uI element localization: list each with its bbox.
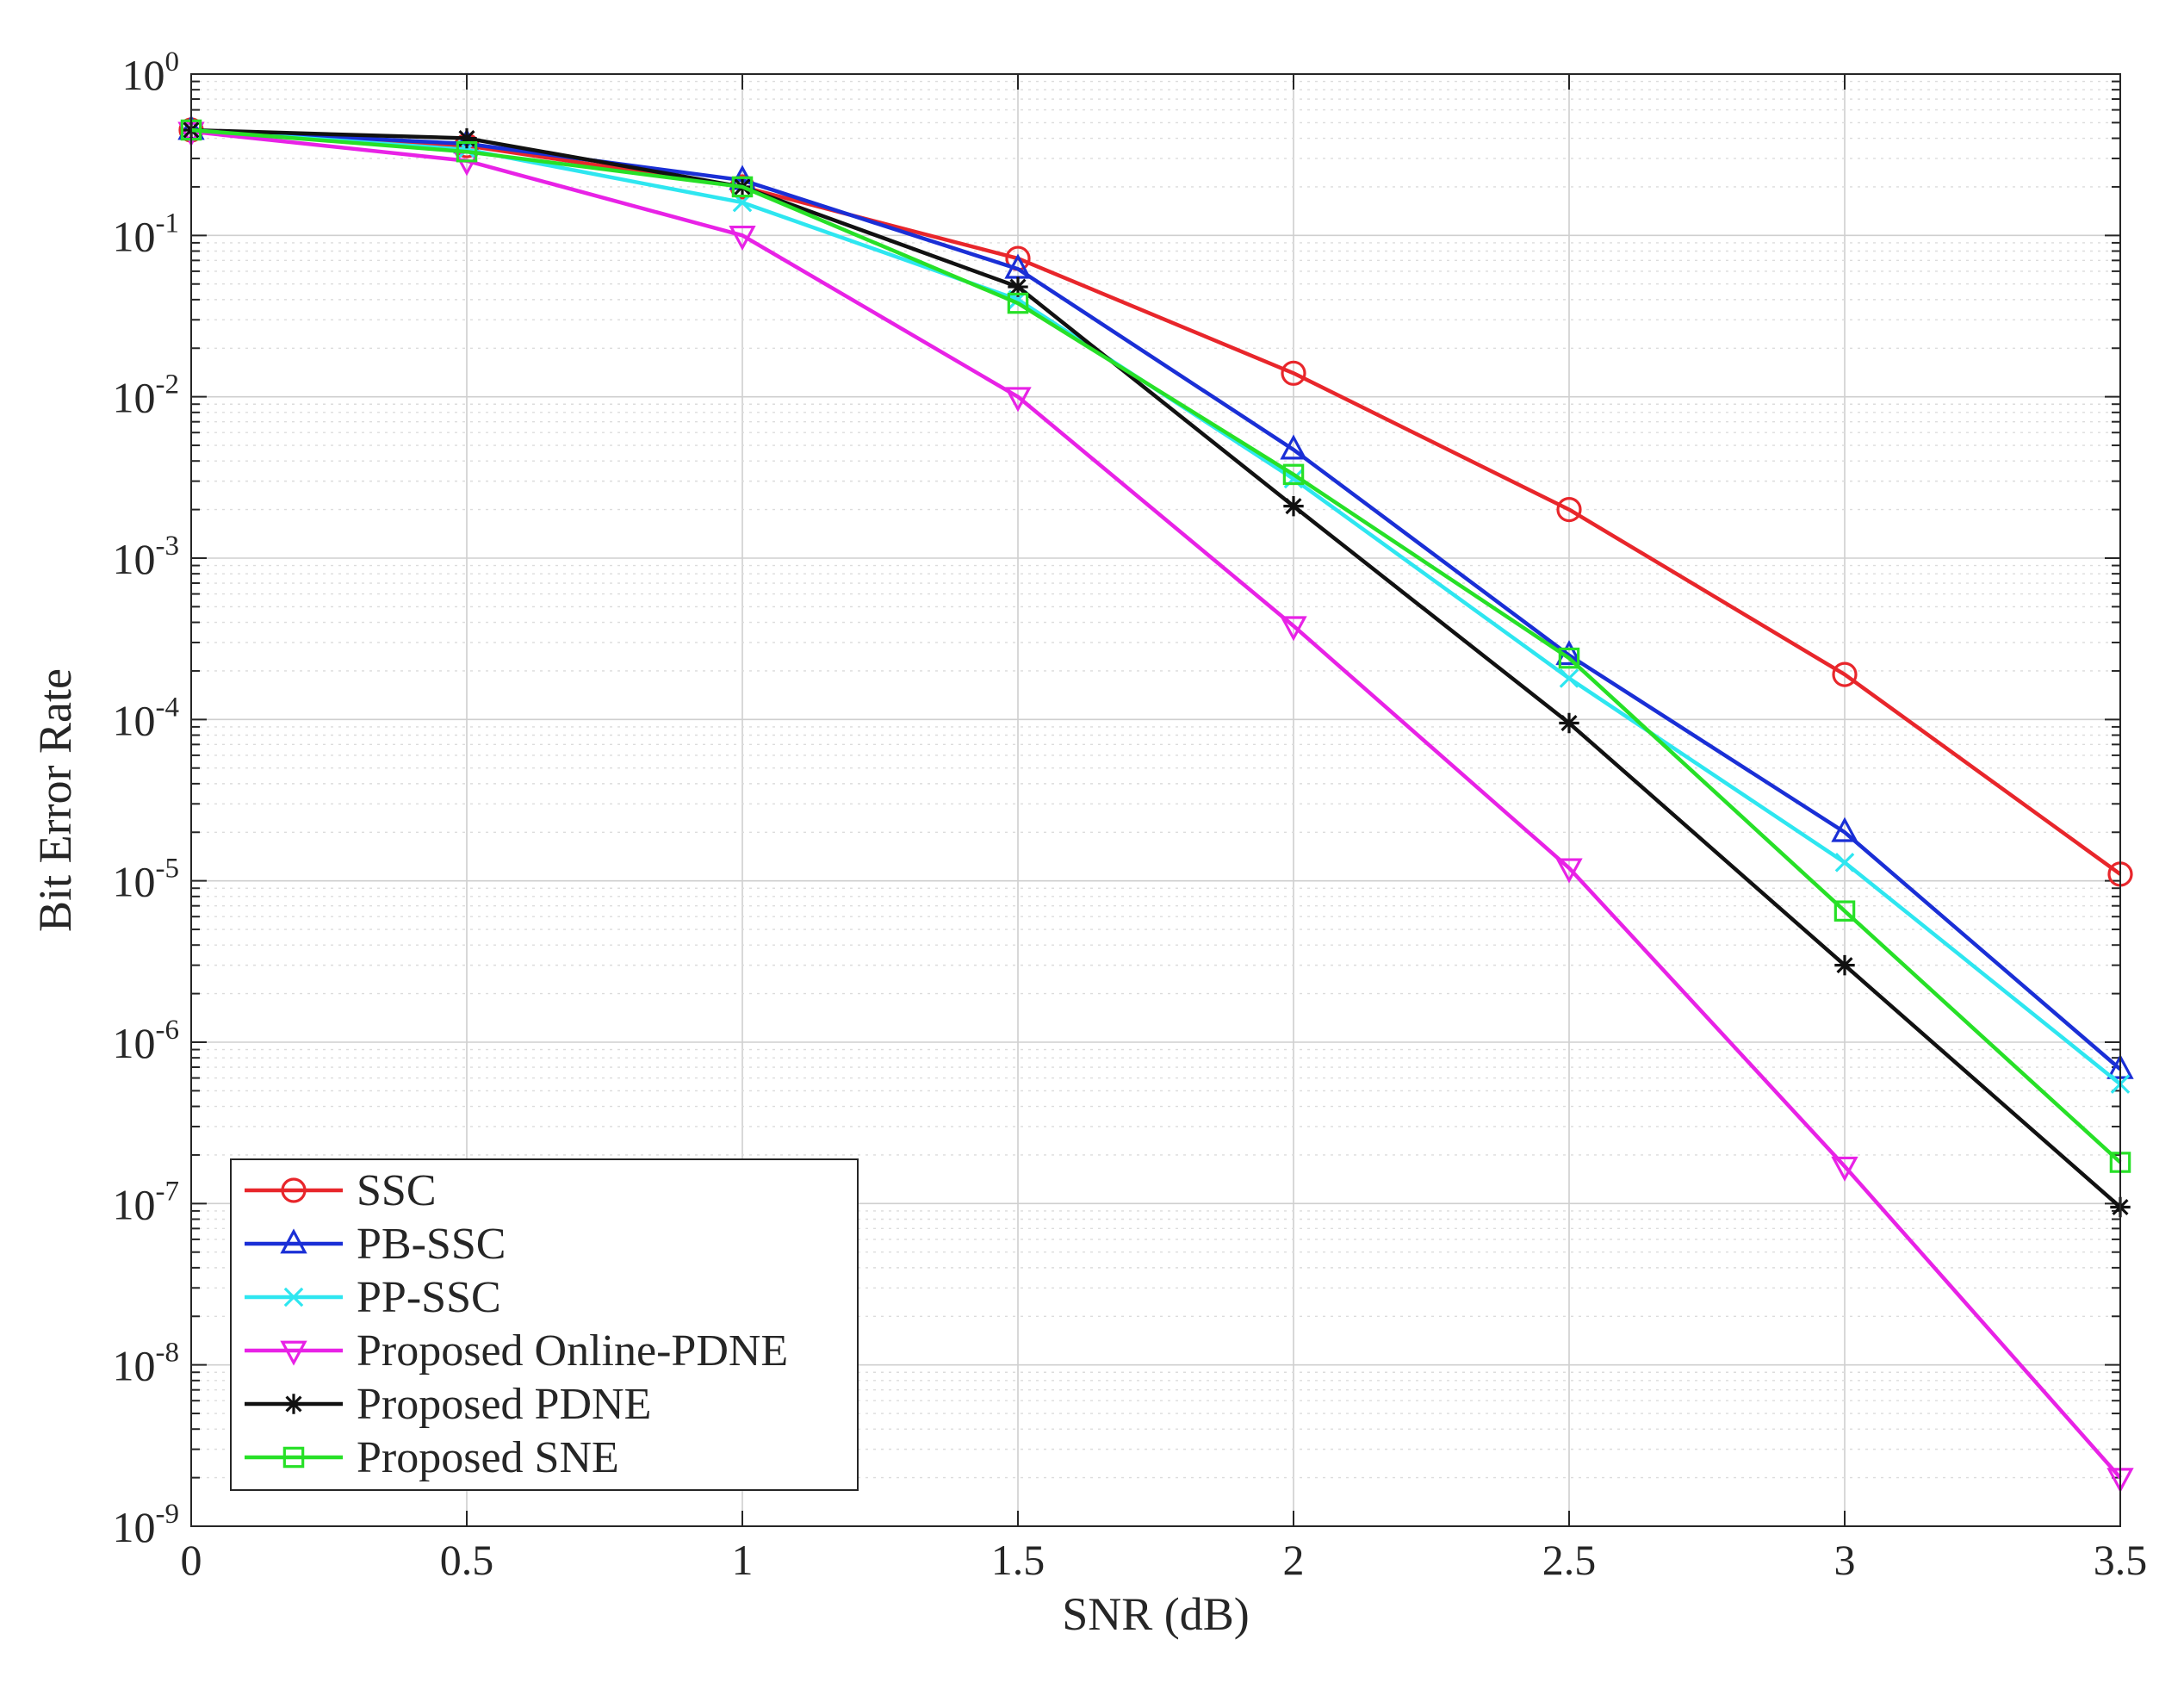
legend-label: PB-SSC bbox=[357, 1220, 506, 1269]
marker-square bbox=[1282, 463, 1305, 486]
marker-square bbox=[1007, 292, 1029, 314]
x-tick-label: 2 bbox=[1283, 1536, 1305, 1584]
marker-circle bbox=[1556, 497, 1582, 523]
legend-item: SSC bbox=[245, 1166, 437, 1215]
series-line bbox=[190, 127, 2122, 1164]
y-tick-label: 10-8 bbox=[113, 1338, 180, 1390]
marker-asterisk bbox=[1008, 276, 1028, 297]
marker-triangle-up bbox=[1831, 817, 1858, 842]
legend-box bbox=[230, 1158, 859, 1491]
marker-square bbox=[456, 140, 478, 163]
y-tick-label: 10-6 bbox=[113, 1015, 180, 1067]
legend-item: PP-SSC bbox=[245, 1273, 501, 1322]
legend-label: Proposed SNE bbox=[357, 1433, 619, 1482]
series-line bbox=[190, 129, 2122, 1480]
x-tick-label: 0.5 bbox=[440, 1536, 494, 1584]
marker-square bbox=[1833, 900, 1856, 922]
series-line bbox=[190, 127, 2122, 1071]
marker-triangle-down bbox=[1004, 387, 1032, 413]
legend-item: PB-SSC bbox=[245, 1220, 506, 1269]
series-layer bbox=[177, 115, 2134, 1494]
marker-triangle-down bbox=[1280, 616, 1307, 642]
marker-triangle-down bbox=[1831, 1156, 1858, 1182]
marker-square bbox=[731, 176, 754, 198]
legend-label: Proposed PDNE bbox=[357, 1380, 651, 1429]
marker-square bbox=[282, 1446, 305, 1469]
legend-label: SSC bbox=[357, 1166, 437, 1215]
marker-asterisk bbox=[456, 127, 477, 149]
marker-x bbox=[283, 1287, 304, 1307]
series-line bbox=[190, 127, 2122, 876]
x-tick-label: 1 bbox=[732, 1536, 754, 1584]
legend-item: Proposed Online-PDNE bbox=[245, 1326, 788, 1376]
marker-x bbox=[1834, 853, 1855, 873]
y-tick-label: 10-3 bbox=[113, 531, 180, 583]
marker-triangle-up bbox=[280, 1228, 307, 1254]
marker-asterisk bbox=[1559, 712, 1579, 734]
y-tick-label: 10-1 bbox=[113, 208, 180, 260]
marker-asterisk bbox=[283, 1394, 304, 1414]
marker-triangle-down bbox=[1555, 858, 1583, 884]
y-tick-label: 100 bbox=[122, 47, 180, 99]
x-tick-label: 2.5 bbox=[1542, 1536, 1597, 1584]
x-tick-label: 3 bbox=[1834, 1536, 1856, 1584]
series-proposed-sne bbox=[180, 119, 2131, 1173]
x-axis-label: SNR (dB) bbox=[1062, 1588, 1250, 1640]
marker-triangle-up bbox=[1280, 434, 1307, 460]
legend-label: PP-SSC bbox=[357, 1273, 501, 1322]
plot-frame bbox=[190, 73, 2121, 1527]
marker-square bbox=[1558, 647, 1580, 669]
y-tick-label: 10-7 bbox=[113, 1176, 180, 1228]
legend-label: Proposed Online-PDNE bbox=[357, 1326, 788, 1376]
marker-circle bbox=[281, 1177, 307, 1203]
y-tick-label: 10-5 bbox=[113, 854, 180, 906]
y-tick-label: 10-2 bbox=[113, 370, 180, 422]
x-tick-label: 1.5 bbox=[991, 1536, 1045, 1584]
marker-triangle-down bbox=[280, 1340, 307, 1366]
marker-circle bbox=[1832, 661, 1858, 687]
marker-circle bbox=[1281, 360, 1306, 386]
series-proposed-online-pdne bbox=[177, 121, 2134, 1494]
y-axis-label: Bit Error Rate bbox=[29, 668, 81, 932]
marker-triangle-down bbox=[729, 225, 756, 251]
marker-x bbox=[1559, 668, 1579, 688]
marker-asterisk bbox=[1283, 495, 1304, 517]
legend-item: Proposed SNE bbox=[245, 1433, 619, 1482]
legend-item: Proposed PDNE bbox=[245, 1380, 651, 1429]
tick-labels: 0 0.5 1 1.5 2 2.5 3 3.5 100 10-1 10-2 10-3 10-4 10-5 1… bbox=[113, 47, 2148, 1584]
y-tick-label: 10-9 bbox=[113, 1499, 180, 1551]
x-tick-label: 3.5 bbox=[2094, 1536, 2148, 1584]
series-line bbox=[190, 127, 2122, 1209]
marker-asterisk bbox=[1834, 954, 1855, 976]
x-tick-label: 0 bbox=[181, 1536, 202, 1584]
y-tick-label: 10-4 bbox=[113, 692, 180, 744]
